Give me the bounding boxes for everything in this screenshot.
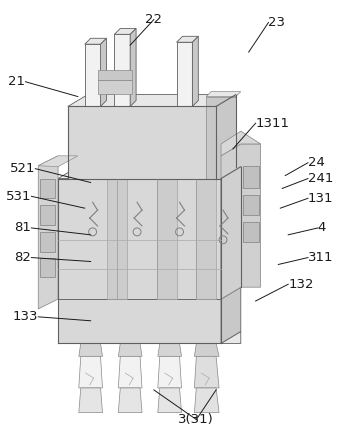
Polygon shape [40, 232, 55, 252]
Polygon shape [108, 178, 127, 299]
Text: 3(31): 3(31) [178, 413, 214, 426]
Polygon shape [243, 195, 258, 215]
Polygon shape [97, 70, 132, 80]
Polygon shape [221, 166, 241, 299]
Text: 81: 81 [14, 222, 31, 234]
Polygon shape [85, 44, 100, 107]
Polygon shape [38, 156, 78, 166]
Text: 131: 131 [308, 192, 334, 205]
Polygon shape [114, 28, 136, 34]
Text: 23: 23 [269, 16, 286, 29]
Polygon shape [221, 144, 261, 299]
Polygon shape [177, 36, 198, 42]
Polygon shape [206, 91, 241, 96]
Polygon shape [158, 344, 182, 357]
Polygon shape [58, 299, 221, 344]
Polygon shape [158, 388, 182, 412]
Polygon shape [177, 42, 192, 107]
Text: 82: 82 [14, 251, 31, 264]
Polygon shape [40, 258, 55, 278]
Polygon shape [79, 357, 103, 388]
Polygon shape [243, 222, 258, 242]
Polygon shape [118, 388, 142, 412]
Polygon shape [58, 287, 241, 299]
Polygon shape [58, 178, 221, 299]
Polygon shape [158, 357, 182, 388]
Polygon shape [118, 344, 142, 357]
Polygon shape [192, 36, 198, 107]
Text: 311: 311 [308, 251, 334, 264]
Polygon shape [97, 80, 132, 94]
Text: 22: 22 [145, 13, 162, 26]
Polygon shape [40, 178, 55, 198]
Polygon shape [79, 388, 103, 412]
Polygon shape [221, 131, 261, 156]
Polygon shape [58, 166, 241, 178]
Text: 4: 4 [318, 222, 326, 234]
Polygon shape [118, 357, 142, 388]
Polygon shape [114, 34, 130, 107]
Polygon shape [79, 344, 103, 357]
Polygon shape [68, 107, 216, 178]
Polygon shape [216, 95, 236, 178]
Text: 24: 24 [308, 156, 325, 169]
Polygon shape [157, 178, 177, 299]
Polygon shape [194, 388, 219, 412]
Polygon shape [194, 344, 219, 357]
Polygon shape [100, 38, 106, 107]
Text: 531: 531 [6, 190, 31, 203]
Polygon shape [130, 28, 136, 107]
Polygon shape [194, 357, 219, 388]
Text: 241: 241 [308, 172, 333, 185]
Text: 132: 132 [288, 278, 314, 291]
Polygon shape [40, 205, 55, 225]
Text: 133: 133 [13, 310, 38, 323]
Polygon shape [196, 178, 216, 299]
Polygon shape [243, 166, 258, 188]
Polygon shape [58, 332, 241, 344]
Text: 21: 21 [8, 75, 26, 88]
Text: 521: 521 [10, 162, 35, 175]
Polygon shape [38, 156, 58, 309]
Polygon shape [221, 287, 241, 344]
Polygon shape [85, 38, 106, 44]
Text: 1311: 1311 [256, 117, 290, 130]
Polygon shape [206, 96, 236, 178]
Polygon shape [68, 95, 236, 107]
